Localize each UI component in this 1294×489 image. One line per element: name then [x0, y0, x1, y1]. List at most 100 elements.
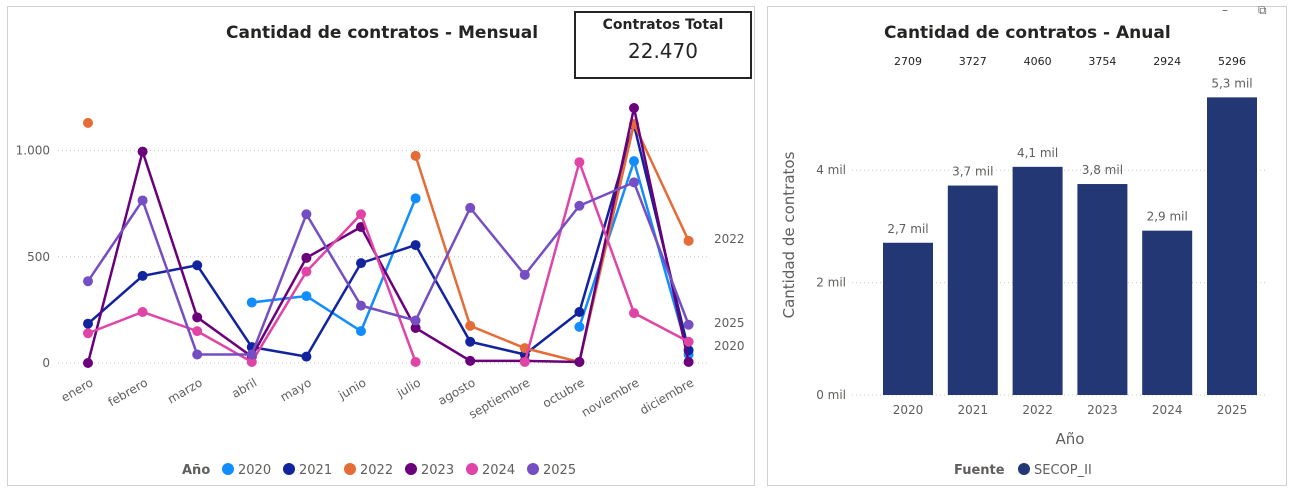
data-point-2024[interactable] [574, 157, 585, 168]
data-point-2020[interactable] [246, 297, 257, 308]
data-point-2023[interactable] [629, 103, 639, 113]
bar-2023[interactable] [1077, 184, 1128, 395]
data-point-2023[interactable] [410, 322, 421, 333]
x-tick-label[interactable]: julio [394, 375, 423, 400]
data-point-2023[interactable] [83, 358, 93, 368]
x-tick-label[interactable]: mayo [278, 375, 314, 404]
data-point-2020[interactable] [410, 193, 421, 204]
legend-item-2023[interactable]: 2023 [421, 463, 454, 478]
data-point-2021[interactable] [356, 258, 366, 269]
data-point-2021[interactable] [137, 270, 148, 281]
data-point-2024[interactable] [410, 356, 421, 367]
data-point-2024[interactable] [356, 209, 366, 220]
data-point-2024[interactable] [137, 307, 148, 317]
data-point-2020[interactable] [629, 156, 639, 167]
annual-chart-panel[interactable]: – ⧉ Cantidad de contratos - Anual 0 mil 2… [767, 3, 1287, 486]
data-point-2025[interactable] [83, 276, 93, 287]
data-point-2023[interactable] [301, 252, 312, 263]
data-point-2024[interactable] [301, 266, 312, 277]
x-tick-label[interactable]: octubre [540, 375, 587, 410]
legend-item-2024[interactable]: 2024 [482, 463, 515, 478]
bar-top-value-label: 4060 [1024, 55, 1052, 68]
bar-2025[interactable] [1207, 97, 1257, 395]
data-point-2023[interactable] [465, 355, 476, 366]
series-line-2025 [86, 180, 690, 356]
data-point-2024[interactable] [246, 356, 257, 367]
data-point-2021[interactable] [83, 318, 93, 329]
data-point-2021[interactable] [301, 351, 312, 362]
bar-data-label: 2,7 mil [887, 222, 928, 236]
data-point-2022[interactable] [465, 320, 476, 331]
data-point-2025[interactable] [519, 269, 530, 280]
y-tick-label: 1.000 [16, 144, 50, 158]
x-tick-label[interactable]: abril [229, 375, 259, 400]
bar-top-value-label: 2709 [894, 55, 922, 68]
data-point-2023[interactable] [574, 356, 585, 367]
data-point-2024[interactable] [629, 308, 639, 319]
x-tick-label[interactable]: enero [59, 375, 96, 404]
data-point-2023[interactable] [137, 146, 148, 157]
legend-marker-2022 [344, 463, 356, 475]
bar-2022[interactable] [1012, 166, 1063, 395]
data-point-2025[interactable] [137, 195, 148, 206]
monthly-line-chart[interactable]: 0 500 1.000 enero febrero marzo abril mayo junio… [8, 7, 754, 485]
bar-top-value-label: 3727 [959, 55, 987, 68]
data-point-2022[interactable] [83, 117, 93, 128]
x-tick-label: 2025 [1217, 403, 1248, 417]
monthly-chart-panel[interactable]: Cantidad de contratos - Mensual Contrato… [7, 6, 755, 486]
bar-2020[interactable] [883, 242, 933, 395]
data-point-2021[interactable] [465, 336, 476, 347]
bar-2021[interactable] [947, 185, 998, 395]
data-point-2025[interactable] [410, 315, 421, 326]
x-tick-label[interactable]: agosto [436, 375, 478, 407]
data-point-2025[interactable] [465, 202, 476, 213]
data-point-2024[interactable] [519, 356, 530, 367]
data-point-2025[interactable] [301, 209, 312, 220]
data-point-2021[interactable] [410, 240, 421, 251]
legend-item-2022[interactable]: 2022 [360, 463, 393, 478]
data-point-2025[interactable] [192, 349, 203, 360]
x-tick-label: 2024 [1152, 403, 1183, 417]
bar-2024[interactable] [1142, 230, 1193, 395]
data-point-2025[interactable] [246, 349, 257, 360]
data-point-2024[interactable] [192, 326, 203, 337]
data-point-2022[interactable] [410, 150, 421, 161]
data-point-2025[interactable] [629, 177, 639, 188]
data-point-2020[interactable] [301, 291, 312, 302]
data-point-2020[interactable] [356, 326, 366, 337]
legend-item-2025[interactable]: 2025 [543, 463, 576, 478]
legend-item-2020[interactable]: 2020 [238, 463, 271, 478]
data-point-2025[interactable] [683, 319, 694, 330]
x-tick-label[interactable]: febrero [106, 375, 150, 409]
y-tick-label: 500 [27, 250, 50, 264]
x-tick-label[interactable]: junio [335, 375, 368, 402]
legend-title: Fuente [954, 463, 1005, 478]
annual-bar-chart[interactable]: 0 mil 2 mil 4 mil Cantidad de contratos 2,7 … [768, 7, 1286, 485]
legend-marker-2020 [222, 463, 234, 475]
x-tick-label[interactable]: noviembre [579, 375, 642, 419]
bar-top-value-label: 3754 [1088, 55, 1116, 68]
kpi-card[interactable]: Contratos Total 22.470 [574, 11, 752, 79]
x-tick-label[interactable]: marzo [165, 375, 205, 406]
legend-item-2021[interactable]: 2021 [299, 463, 332, 478]
y-tick-label: 0 mil [816, 388, 846, 402]
data-point-2023[interactable] [683, 356, 694, 367]
data-point-2021[interactable] [574, 307, 585, 317]
data-point-2025[interactable] [356, 300, 366, 311]
data-point-2023[interactable] [192, 312, 203, 323]
y-tick-label: 4 mil [816, 163, 846, 177]
bar-data-label: 2,9 mil [1147, 210, 1188, 224]
data-point-2021[interactable] [192, 260, 203, 271]
minimize-icon[interactable]: – [1222, 3, 1228, 17]
x-tick-label[interactable]: diciembre [637, 375, 696, 417]
bar-top-value-label: 2924 [1153, 55, 1181, 68]
x-tick-label[interactable]: septiembre [466, 375, 532, 421]
data-point-2024[interactable] [83, 328, 93, 339]
legend-item-secop[interactable]: SECOP_II [1034, 463, 1092, 478]
data-point-2025[interactable] [574, 200, 585, 211]
focus-mode-icon[interactable]: ⧉ [1258, 3, 1267, 17]
data-point-2022[interactable] [683, 235, 694, 246]
data-point-2024[interactable] [683, 336, 694, 347]
data-point-2020[interactable] [574, 321, 585, 332]
bar-data-label: 5,3 mil [1211, 76, 1252, 90]
